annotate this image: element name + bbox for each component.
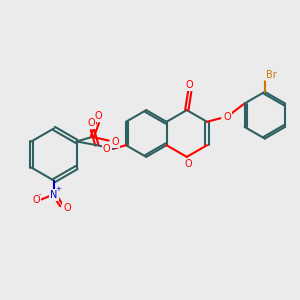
Text: O: O [112, 137, 119, 147]
Text: N: N [50, 190, 58, 200]
Text: O: O [95, 111, 103, 121]
Text: O: O [186, 80, 194, 90]
Text: O: O [103, 144, 111, 154]
Text: O: O [87, 118, 95, 128]
Text: O: O [32, 194, 40, 205]
Text: -: - [39, 191, 41, 197]
Text: Br: Br [266, 70, 277, 80]
Text: O: O [184, 158, 192, 169]
Text: O: O [63, 203, 71, 213]
Text: +: + [55, 186, 61, 192]
Text: O: O [223, 112, 231, 122]
